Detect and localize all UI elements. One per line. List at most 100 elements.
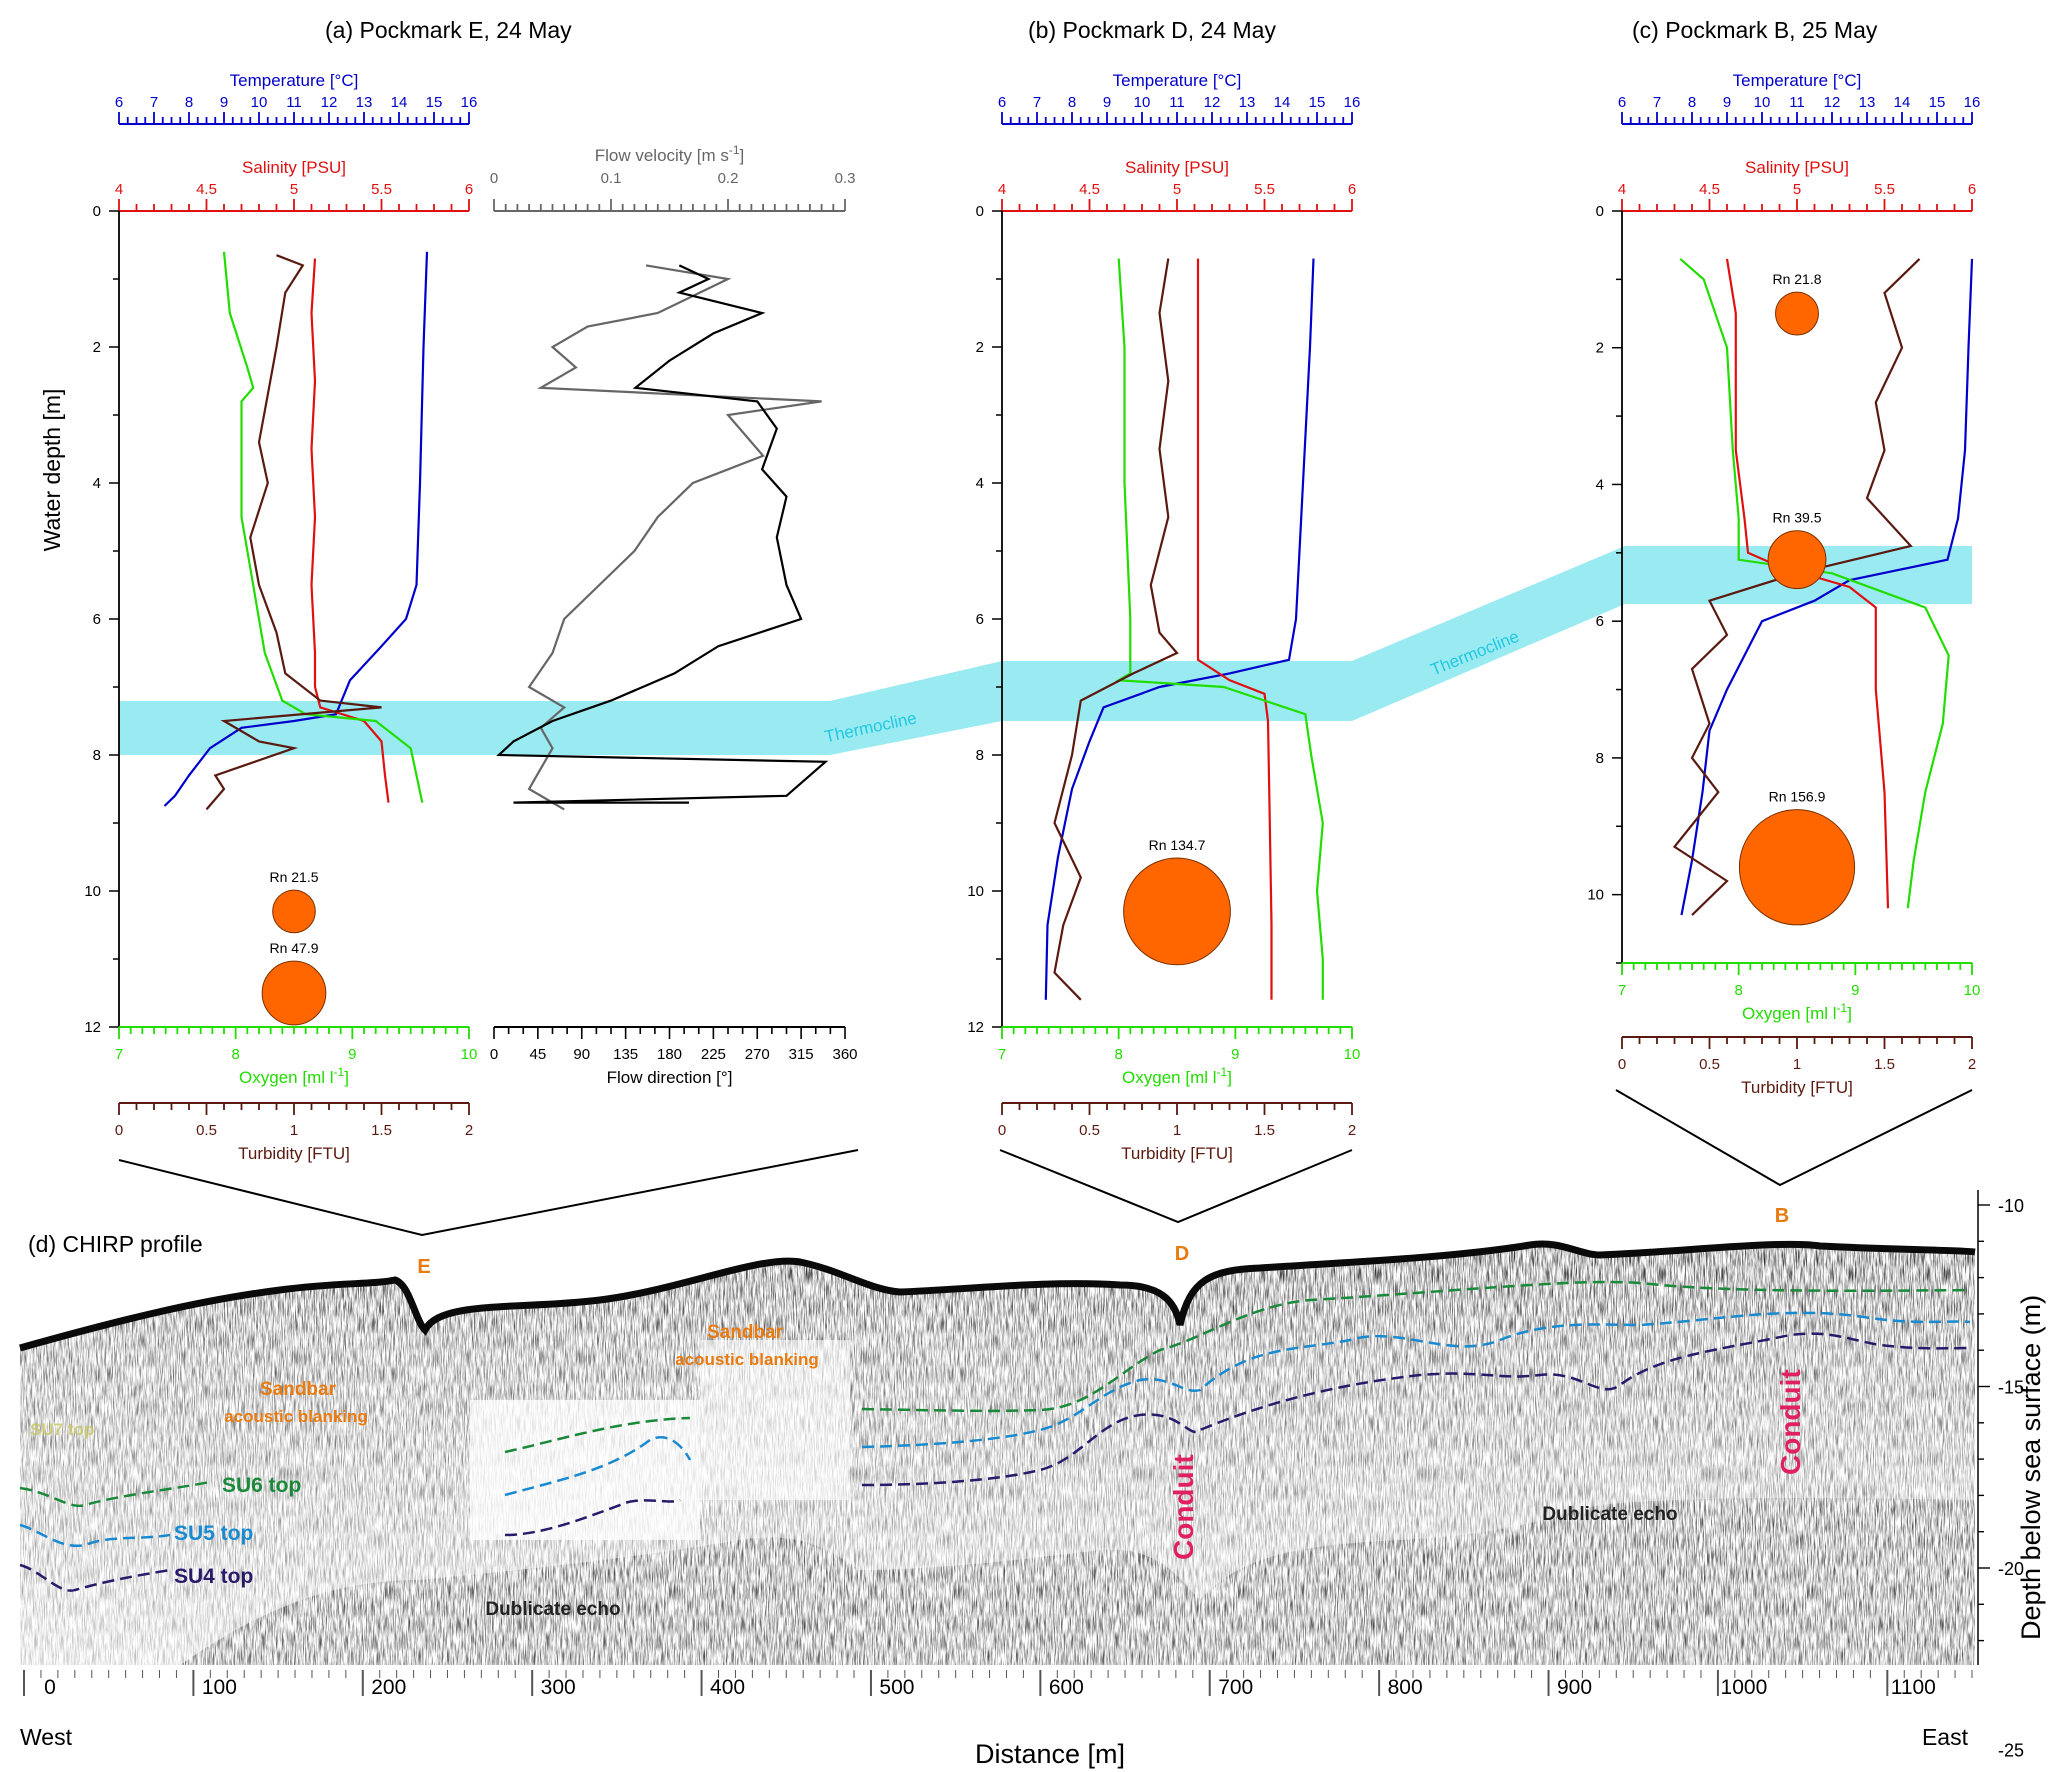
temperature-axis-tick-label: 6 xyxy=(1618,94,1626,111)
salinity-axis-tick-label: 6 xyxy=(1348,181,1356,198)
radon-label: Rn 156.9 xyxy=(1769,789,1826,805)
distance-axis-tick-label: 300 xyxy=(541,1676,576,1699)
panel-b-title: (b) Pockmark D, 24 May xyxy=(1028,17,1276,43)
connector-d xyxy=(999,1149,1353,1224)
depth-tick-label: 10 xyxy=(84,883,101,900)
blanking-label-2: acoustic blanking xyxy=(675,1350,819,1369)
distance-axis-tick-label: 700 xyxy=(1218,1676,1253,1699)
depth-tick-label: 12 xyxy=(84,1019,101,1036)
turbidity-axis-label: Turbidity [FTU] xyxy=(1121,1144,1233,1163)
velocity-axis-tick-label: 0.2 xyxy=(718,170,739,187)
salinity-axis-tick-label: 4 xyxy=(1618,181,1626,198)
salinity-axis-tick-label: 5.5 xyxy=(1254,181,1275,198)
temperature-axis-tick-label: 15 xyxy=(1309,94,1326,111)
turbidity-profile xyxy=(205,254,382,811)
salinity-axis-tick-label: 5 xyxy=(1173,181,1181,198)
turbidity-axis-tick-label: 0 xyxy=(115,1122,123,1139)
direction-axis-tick-label: 0 xyxy=(490,1046,498,1063)
temperature-axis-tick-label: 12 xyxy=(1824,94,1841,111)
salinity-axis-label: Salinity [PSU] xyxy=(242,158,346,177)
distance-axis-tick-label: 200 xyxy=(371,1676,406,1699)
distance-axis-tick-label: 400 xyxy=(710,1676,745,1699)
salinity-axis-tick-label: 6 xyxy=(465,181,473,198)
panel-d-title: (d) CHIRP profile xyxy=(28,1231,203,1257)
depth-tick-label: 8 xyxy=(976,747,984,764)
oxygen-axis-label: Oxygen [ml l-1] xyxy=(1742,1001,1852,1023)
temperature-axis-tick-label: 10 xyxy=(251,94,268,111)
oxygen-axis-tick-label: 8 xyxy=(1734,982,1742,999)
depth-tick-label: 2 xyxy=(93,339,101,356)
oxygen-axis-tick-label: 9 xyxy=(1851,982,1859,999)
chirp-profile: (d) CHIRP profile E D B Sandbar acoustic… xyxy=(19,1190,2046,1769)
turbidity-axis-tick-label: 0 xyxy=(1618,1056,1626,1073)
depth-tick-label: 4 xyxy=(976,475,984,492)
temperature-axis-tick-label: 11 xyxy=(1789,94,1805,111)
temperature-axis-tick-label: 14 xyxy=(1894,94,1911,111)
radon-label: Rn 21.8 xyxy=(1772,271,1821,287)
radon-label: Rn 39.5 xyxy=(1772,510,1821,526)
velocity-axis-tick-label: 0 xyxy=(490,170,498,187)
echo-label-2: Dublicate echo xyxy=(1542,1504,1677,1525)
temperature-axis-tick-label: 16 xyxy=(1964,94,1981,111)
seafloor-reflector xyxy=(19,1240,1976,1352)
su4-label: SU4 top xyxy=(174,1565,253,1588)
oxygen-axis-tick-label: 9 xyxy=(1231,1046,1239,1063)
oxygen-axis-tick-label: 10 xyxy=(1344,1046,1361,1063)
temperature-profile xyxy=(163,251,429,807)
turbidity-axis-tick-label: 1 xyxy=(1793,1056,1801,1073)
depth-tick-label: 2 xyxy=(1596,340,1604,357)
salinity-axis-tick-label: 4 xyxy=(998,181,1006,198)
su5-horizon xyxy=(19,1311,1971,1548)
direction-axis-tick-label: 315 xyxy=(789,1046,814,1063)
depth-tick-label: 10 xyxy=(967,883,984,900)
temperature-axis-label: Temperature [°C] xyxy=(230,71,359,90)
oxygen-axis-tick-label: 10 xyxy=(1964,982,1981,999)
turbidity-axis-tick-label: 1.5 xyxy=(371,1122,392,1139)
turbidity-axis-tick-label: 2 xyxy=(465,1122,473,1139)
temperature-profile xyxy=(1044,258,1315,1000)
panel-a: Temperature [°C]6 7 8 9 10 11 12 13 14 15 16Salini… xyxy=(39,71,858,1163)
temperature-axis-tick-label: 15 xyxy=(1929,94,1946,111)
depth-tick-label: 10 xyxy=(1587,887,1604,904)
temperature-axis-tick-label: 8 xyxy=(185,94,193,111)
turbidity-axis-tick-label: 1 xyxy=(290,1122,298,1139)
radon-marker xyxy=(261,960,327,1026)
turbidity-axis-tick-label: 1.5 xyxy=(1254,1122,1275,1139)
echo-label-1: Dublicate echo xyxy=(485,1599,620,1620)
distance-axis-tick-label: 500 xyxy=(879,1676,914,1699)
salinity-profile xyxy=(1196,258,1273,1000)
distance-axis-tick-label: 900 xyxy=(1557,1676,1592,1699)
depth-tick-label: 6 xyxy=(1596,613,1604,630)
temperature-axis-tick-label: 8 xyxy=(1688,94,1696,111)
temperature-axis-tick-label: 11 xyxy=(286,94,302,111)
velocity-axis-tick-label: 0.1 xyxy=(601,170,622,187)
temperature-axis-tick-label: 13 xyxy=(1239,94,1256,111)
salinity-axis-tick-label: 4.5 xyxy=(1699,181,1720,198)
temperature-axis-tick-label: 7 xyxy=(1653,94,1661,111)
depth-tick-label: 6 xyxy=(93,611,101,628)
turbidity-axis-tick-label: 2 xyxy=(1348,1122,1356,1139)
chirp-marker-b: B xyxy=(1775,1205,1789,1227)
salinity-profile xyxy=(1725,258,1890,909)
turbidity-axis-tick-label: 1.5 xyxy=(1874,1056,1895,1073)
radon-label: Rn 47.9 xyxy=(269,940,318,956)
oxygen-profile xyxy=(222,251,424,803)
direction-axis-tick-label: 90 xyxy=(573,1046,590,1063)
oxygen-axis-tick-label: 10 xyxy=(461,1046,478,1063)
depth-tick-label: 0 xyxy=(1596,203,1604,220)
chirp-depth-axis-label: Depth below sea surface (m) xyxy=(2016,1295,2046,1640)
temperature-axis-tick-label: 12 xyxy=(1204,94,1221,111)
salinity-axis-tick-label: 4 xyxy=(115,181,123,198)
salinity-axis-tick-label: 5 xyxy=(1793,181,1801,198)
radon-label: Rn 134.7 xyxy=(1149,837,1206,853)
radon-label: Rn 21.5 xyxy=(269,869,318,885)
connector-b xyxy=(1615,1089,1973,1187)
temperature-axis-tick-label: 16 xyxy=(1344,94,1361,111)
turbidity-profile xyxy=(1053,258,1179,1001)
depth-axis-tick-label: -15 xyxy=(1998,1378,2024,1398)
depth-tick-label: 8 xyxy=(93,747,101,764)
radon-marker xyxy=(272,889,316,934)
chirp-marker-d: D xyxy=(1175,1243,1189,1265)
direction-axis-tick-label: 135 xyxy=(613,1046,638,1063)
